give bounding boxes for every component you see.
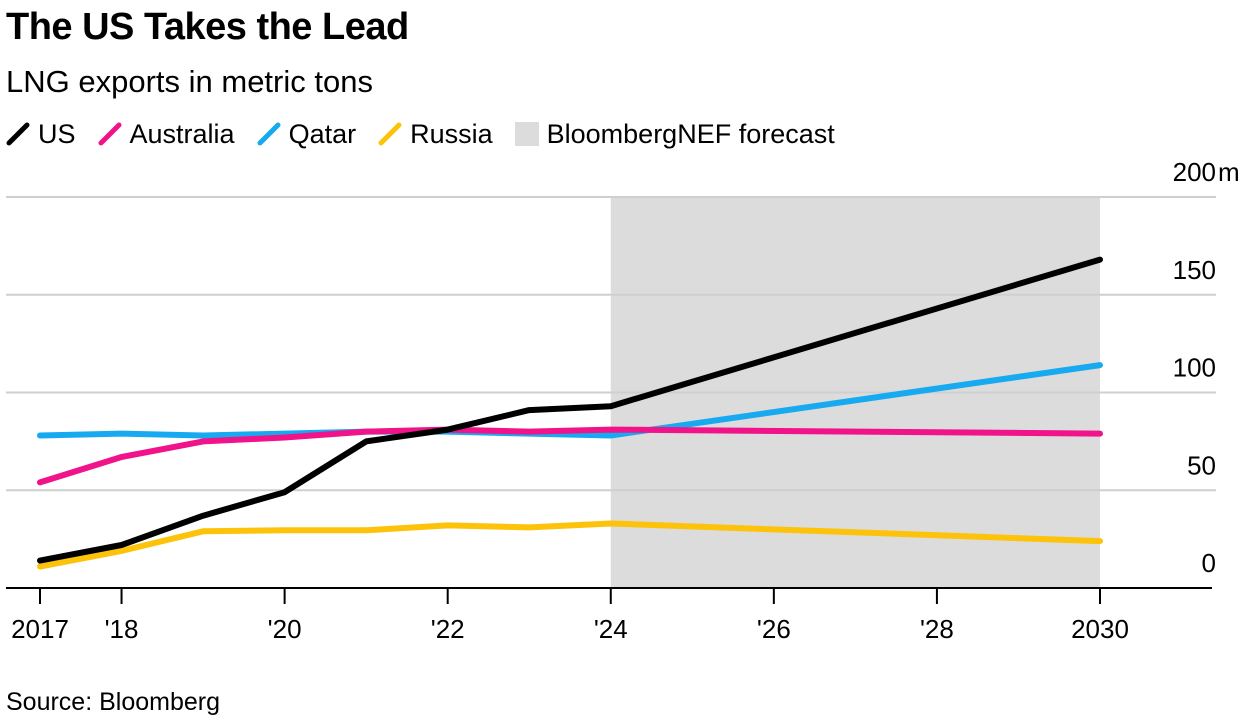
y-tick-label-150: 150 (1173, 255, 1216, 285)
legend-label-australia: Australia (129, 118, 235, 149)
series-line-us (37, 256, 1103, 564)
x-tick-label-2030: 2030 (1071, 614, 1129, 644)
legend-forecast-swatch (514, 122, 539, 146)
series-line-russia (37, 520, 1103, 570)
chart-title: The US Takes the Lead (6, 6, 409, 48)
chart-subtitle: LNG exports in metric tons (6, 64, 373, 99)
legend-line-qatar-icon (257, 122, 281, 146)
legend-label-qatar: Qatar (288, 118, 357, 149)
legend-line-russia-icon (378, 122, 402, 146)
legend-label-russia: Russia (410, 118, 493, 149)
series-line-australia (37, 426, 1103, 486)
legend-line-us-icon (6, 122, 30, 146)
y-tick-label-200: 200 (1173, 157, 1216, 187)
legend-item-us: US (6, 119, 76, 150)
legend-item-forecast: BloombergNEF forecast (514, 118, 835, 150)
x-tick-label-2018: '18 (105, 614, 139, 644)
y-tick-label-100: 100 (1173, 353, 1216, 383)
legend: US Australia Qatar Russia BloombergNEF f… (6, 116, 857, 152)
legend-item-russia: Russia (378, 119, 493, 150)
y-tick-label-50: 50 (1187, 450, 1216, 480)
x-tick-label-2017: 2017 (11, 614, 69, 644)
line-chart: 0 50 100 150 200 m 2017 '18 '20 '22 '24 '26 '28 2030 (6, 157, 1240, 644)
legend-label-forecast: BloombergNEF forecast (546, 118, 835, 149)
legend-line-australia-icon (98, 122, 122, 146)
x-tick-label-2022: '22 (431, 614, 465, 644)
legend-label-us: US (38, 118, 76, 149)
x-tick-label-2026: '26 (757, 614, 791, 644)
x-tick-label-2020: '20 (268, 614, 302, 644)
y-unit-label: m (1218, 157, 1240, 187)
x-tick-label-2028: '28 (920, 614, 954, 644)
x-tick-label-2024: '24 (594, 614, 628, 644)
source-note: Source: Bloomberg (6, 688, 221, 716)
legend-item-australia: Australia (98, 119, 235, 150)
y-tick-label-0: 0 (1202, 548, 1216, 578)
legend-item-qatar: Qatar (257, 118, 357, 150)
